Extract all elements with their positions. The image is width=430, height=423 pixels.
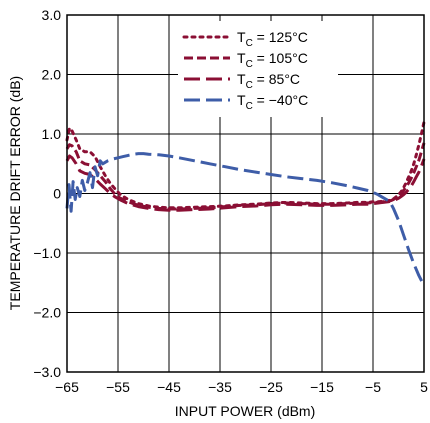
x-tick-label: −15 xyxy=(310,379,334,395)
y-tick-label: 2.0 xyxy=(42,67,62,83)
y-axis-label: TEMPERATURE DRIFT ERROR (dB) xyxy=(7,76,23,310)
x-tick-label: −45 xyxy=(157,379,181,395)
x-tick-label: −55 xyxy=(106,379,130,395)
y-tick-label: 1.0 xyxy=(42,126,62,142)
x-axis-label: INPUT POWER (dBm) xyxy=(175,403,316,419)
x-tick-label: 5 xyxy=(420,379,428,395)
legend-label-3: TC = 85°C xyxy=(237,71,300,91)
x-tick-label: −65 xyxy=(55,379,79,395)
plot-frame xyxy=(66,14,425,373)
tick-labels: −65 −55 −45 −35 −25 −15 −5 53.02.01.00−1.0−2.0−… xyxy=(33,7,428,395)
y-tick-label: 3.0 xyxy=(42,7,62,23)
y-tick-label: −3.0 xyxy=(33,364,61,380)
series-layer xyxy=(65,120,426,287)
series-line-3 xyxy=(65,154,426,212)
series-line-1 xyxy=(65,120,426,210)
y-tick-label: −2.0 xyxy=(33,305,61,321)
series-line-4 xyxy=(65,152,426,287)
y-tick-label: −1.0 xyxy=(33,245,61,261)
x-tick-label: −5 xyxy=(365,379,381,395)
legend-label-4: TC = −40°C xyxy=(237,92,308,112)
legend-label-2: TC = 105°C xyxy=(237,50,308,70)
x-tick-label: −25 xyxy=(259,379,283,395)
y-tick-label: 0 xyxy=(53,186,61,202)
legend-background xyxy=(178,21,338,117)
legend: TC = 125°CTC = 105°CTC = 85°CTC = −40°C xyxy=(178,21,338,117)
x-tick-label: −35 xyxy=(208,379,232,395)
legend-label-1: TC = 125°C xyxy=(237,29,308,49)
